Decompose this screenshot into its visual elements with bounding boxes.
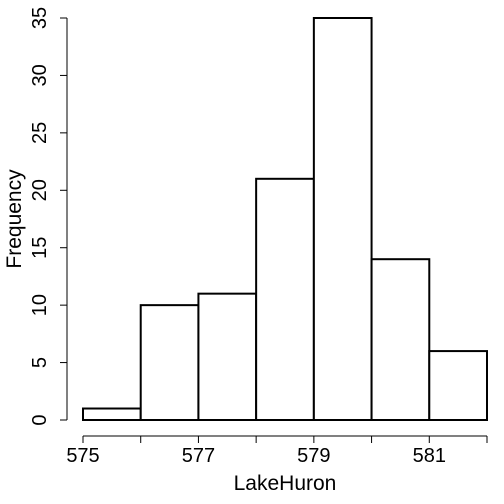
bars-group [82, 17, 488, 422]
histogram-bar-4 [312, 17, 373, 421]
histogram-bar-6 [428, 350, 488, 422]
y-tick-label-6: 30 [29, 64, 51, 86]
x-axis: 575 577 579 581 [66, 435, 488, 467]
histogram-bar-0 [82, 407, 142, 421]
x-tick-label-0: 575 [66, 445, 99, 467]
x-tick-label-3: 581 [413, 445, 446, 467]
y-tick-label-0: 0 [29, 414, 51, 425]
histogram-bar-3 [255, 177, 315, 421]
y-tick-label-1: 5 [29, 357, 51, 368]
histogram-bar-2 [197, 292, 258, 421]
x-axis-label: LakeHuron [234, 472, 337, 495]
y-tick-label-2: 10 [29, 294, 51, 316]
y-tick-label-4: 20 [29, 179, 51, 201]
histogram-bar-1 [139, 304, 200, 421]
histogram-bar-5 [370, 258, 431, 422]
y-axis: 0 5 10 15 20 25 30 35 [29, 7, 68, 426]
y-tick-label-3: 15 [29, 237, 51, 259]
y-axis-label: Frequency [3, 169, 26, 269]
x-tick-label-2: 579 [297, 445, 330, 467]
y-tick-label-5: 25 [29, 122, 51, 144]
x-tick-label-1: 577 [182, 445, 215, 467]
y-tick-label-7: 35 [29, 7, 51, 29]
